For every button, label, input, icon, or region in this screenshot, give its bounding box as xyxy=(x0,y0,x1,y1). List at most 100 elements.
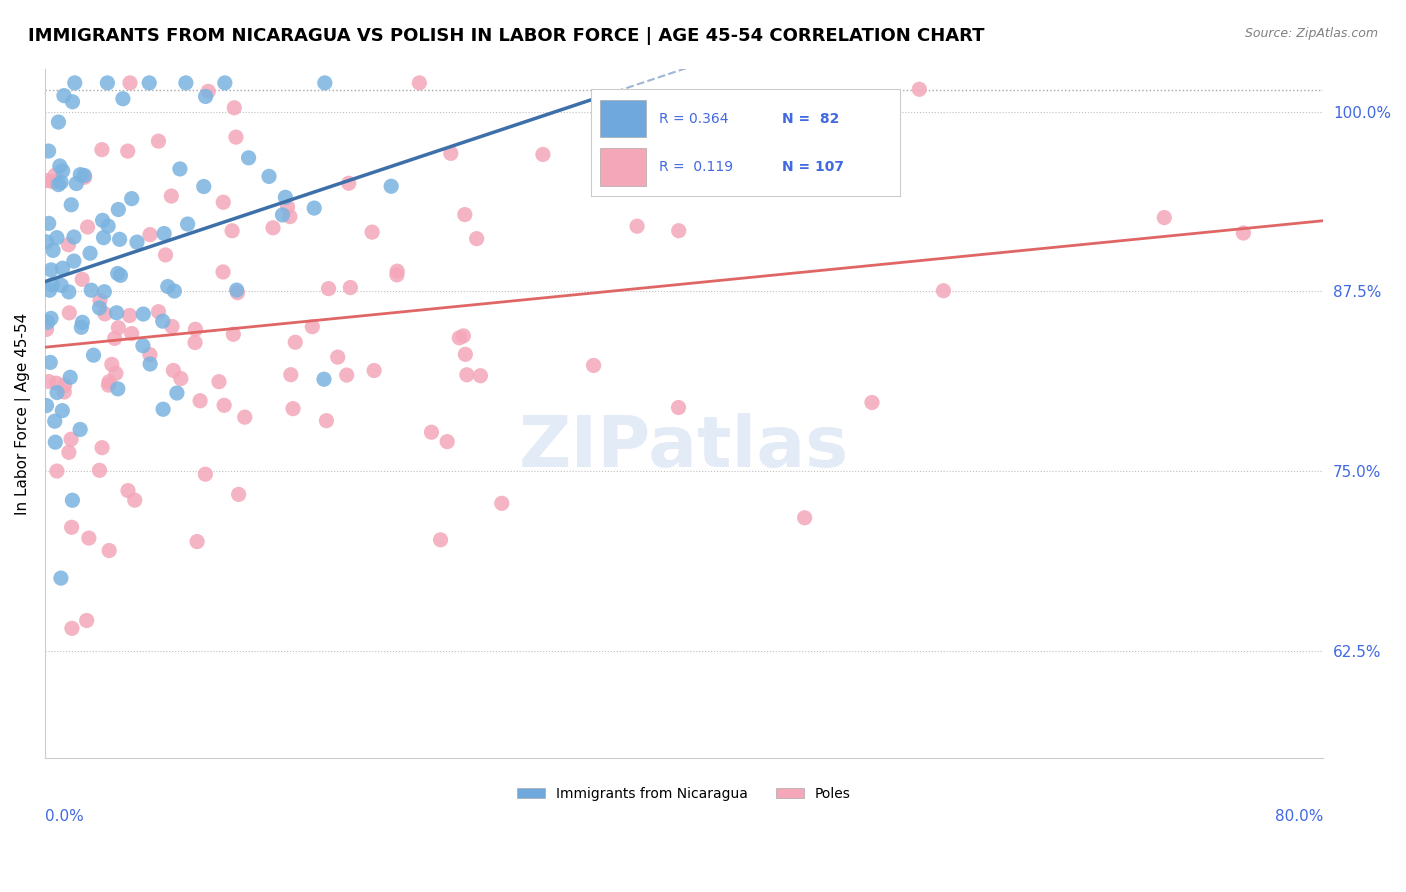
Point xyxy=(124,493,146,508)
Point xyxy=(105,306,128,320)
Point xyxy=(104,331,127,345)
Point xyxy=(52,164,75,178)
Point xyxy=(169,161,191,176)
Point xyxy=(83,348,105,362)
Point xyxy=(281,401,304,416)
Point xyxy=(38,216,60,230)
Point xyxy=(668,401,690,415)
Point xyxy=(626,219,648,234)
Point xyxy=(117,483,139,498)
Point xyxy=(39,263,62,277)
Point xyxy=(704,95,727,109)
Point xyxy=(188,393,211,408)
Point xyxy=(93,285,115,299)
Point xyxy=(69,168,91,182)
Point xyxy=(278,210,301,224)
Point xyxy=(49,159,72,173)
Point xyxy=(170,371,193,385)
Point xyxy=(97,219,120,233)
Point xyxy=(107,267,129,281)
FancyBboxPatch shape xyxy=(600,100,647,137)
Point xyxy=(139,348,162,362)
Point xyxy=(225,130,247,145)
Point xyxy=(194,89,217,103)
Point xyxy=(37,315,59,329)
Point xyxy=(184,322,207,336)
Point xyxy=(284,335,307,350)
Point xyxy=(45,230,67,244)
Point xyxy=(90,143,112,157)
Point xyxy=(44,168,66,182)
Point xyxy=(59,370,82,384)
Point xyxy=(35,235,58,249)
Point xyxy=(257,169,280,184)
Point xyxy=(58,285,80,299)
Point xyxy=(238,151,260,165)
Text: Source: ZipAtlas.com: Source: ZipAtlas.com xyxy=(1244,27,1378,40)
Point xyxy=(107,320,129,334)
Point xyxy=(48,178,70,192)
Text: N = 107: N = 107 xyxy=(782,160,844,174)
Point xyxy=(531,147,554,161)
Point xyxy=(326,350,349,364)
Point xyxy=(233,410,256,425)
Point xyxy=(35,173,58,187)
Point xyxy=(932,284,955,298)
Point xyxy=(58,306,80,320)
Point xyxy=(228,487,250,501)
Text: N =  82: N = 82 xyxy=(782,112,839,126)
Point xyxy=(79,246,101,260)
Point xyxy=(107,202,129,217)
Point xyxy=(69,422,91,436)
Point xyxy=(318,282,340,296)
Point xyxy=(148,304,170,318)
FancyBboxPatch shape xyxy=(600,148,647,186)
Point xyxy=(224,101,246,115)
Point xyxy=(1153,211,1175,225)
Point xyxy=(80,283,103,297)
Point xyxy=(280,368,302,382)
Point xyxy=(51,403,73,417)
Point xyxy=(48,115,70,129)
Point xyxy=(408,76,430,90)
Point xyxy=(221,224,243,238)
Point xyxy=(60,432,83,446)
Point xyxy=(271,208,294,222)
Point xyxy=(46,385,69,400)
Point xyxy=(193,179,215,194)
Point xyxy=(148,134,170,148)
Point xyxy=(793,510,815,524)
Point xyxy=(42,244,65,258)
Point xyxy=(97,378,120,392)
Point xyxy=(197,84,219,98)
Point xyxy=(152,402,174,417)
Point xyxy=(176,217,198,231)
Point xyxy=(91,213,114,227)
Point xyxy=(184,335,207,350)
Point xyxy=(436,434,458,449)
Point xyxy=(45,376,67,391)
Text: R =  0.119: R = 0.119 xyxy=(658,160,733,174)
Point xyxy=(72,315,94,329)
Point xyxy=(174,76,197,90)
Point xyxy=(44,435,66,450)
Point xyxy=(52,88,75,103)
Point xyxy=(38,144,60,158)
Point xyxy=(125,235,148,249)
Point xyxy=(302,201,325,215)
Point xyxy=(65,177,87,191)
Point xyxy=(118,309,141,323)
Point xyxy=(132,307,155,321)
Point xyxy=(121,326,143,341)
Point xyxy=(380,179,402,194)
Point xyxy=(361,225,384,239)
Point xyxy=(274,190,297,204)
Point xyxy=(41,175,63,189)
Point xyxy=(908,82,931,96)
Point xyxy=(454,347,477,361)
Point xyxy=(110,268,132,283)
Point xyxy=(89,301,111,315)
Point xyxy=(315,414,337,428)
Point xyxy=(121,192,143,206)
Point xyxy=(214,76,236,90)
